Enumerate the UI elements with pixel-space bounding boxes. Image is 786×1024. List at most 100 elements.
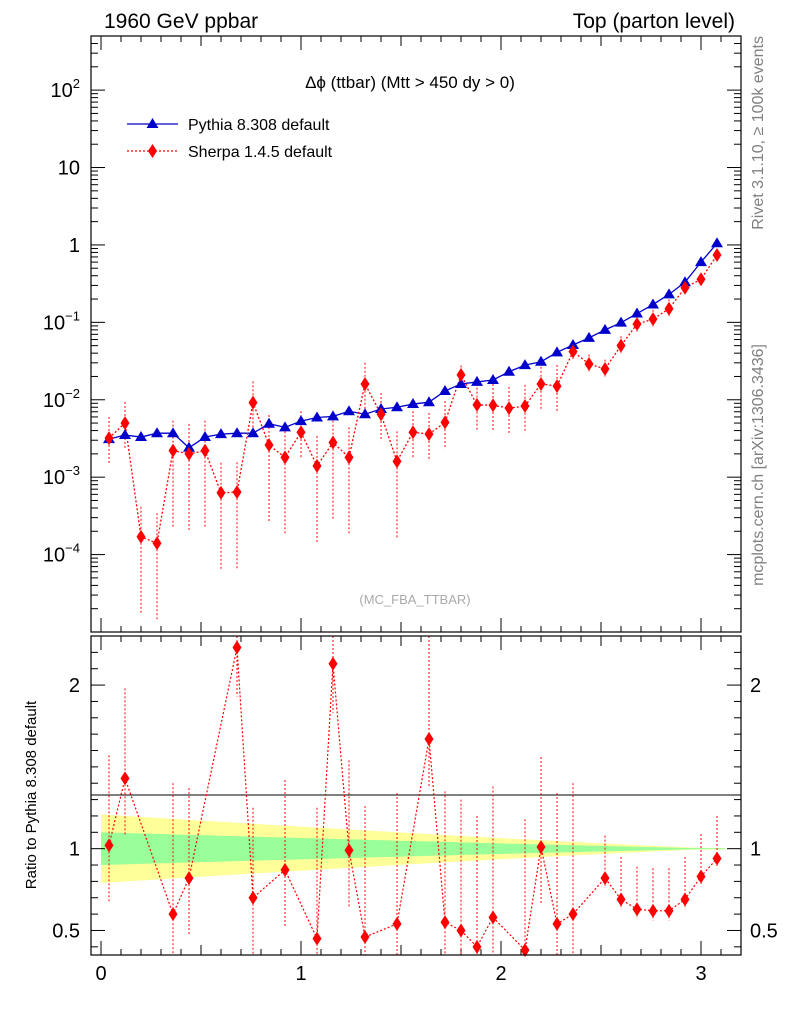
pythia-line: [108, 242, 718, 449]
sherpa-point: [328, 435, 338, 450]
side-label-rivet: Rivet 3.1.10, ≥ 100k events: [750, 36, 767, 230]
ratio-point: [680, 892, 690, 907]
sherpa-point: [424, 427, 434, 442]
main-y-tick-label: 10−4: [43, 541, 80, 567]
pythia-point: [551, 346, 563, 357]
pythia-point: [711, 237, 723, 248]
ratio-point: [488, 910, 498, 925]
sherpa-point: [344, 450, 354, 465]
ratio-point: [120, 771, 130, 786]
x-tick-label: 1: [295, 963, 306, 985]
ratio-point: [184, 871, 194, 886]
pythia-point: [135, 431, 147, 442]
pythia-point: [535, 355, 547, 366]
sherpa-point: [600, 361, 610, 376]
sherpa-point: [136, 529, 146, 544]
ratio-point: [456, 923, 466, 938]
ratio-point: [360, 930, 370, 945]
sherpa-point: [648, 312, 658, 327]
header-right: Top (parton level): [573, 10, 735, 33]
pythia-point: [119, 429, 131, 440]
legend-marker-pythia: [146, 118, 159, 128]
main-y-tick-label: 1: [69, 235, 80, 257]
pythia-point: [327, 410, 339, 421]
main-y-tick-label: 10−1: [43, 308, 80, 334]
sherpa-point: [184, 446, 194, 461]
ratio-point: [392, 916, 402, 931]
sherpa-line: [108, 254, 718, 545]
ratio-y-tick-label-right: 1: [750, 839, 761, 861]
sherpa-point: [408, 425, 418, 440]
pythia-point: [359, 408, 371, 419]
sherpa-point: [264, 438, 274, 453]
sherpa-point: [392, 454, 402, 469]
x-tick-label: 0: [95, 963, 106, 985]
ratio-point: [472, 939, 482, 954]
pythia-point: [471, 375, 483, 386]
pythia-point: [151, 427, 163, 438]
pythia-point: [519, 359, 531, 370]
ratio-point: [280, 862, 290, 877]
pythia-point: [503, 365, 515, 376]
ratio-panel: 0.5 0.5 1 1 2 2 Ratio to Pythia 8.308 default: [23, 635, 778, 958]
pythia-point: [247, 427, 259, 438]
sherpa-point: [616, 338, 626, 353]
pythia-point: [615, 316, 627, 327]
ratio-point: [232, 640, 242, 655]
pythia-point: [663, 288, 675, 299]
ratio-point: [424, 732, 434, 747]
pythia-point: [295, 415, 307, 426]
sherpa-point: [200, 443, 210, 458]
ratio-point: [328, 656, 338, 671]
ratio-point: [648, 903, 658, 918]
legend-label-sherpa: Sherpa 1.4.5 default: [188, 144, 333, 161]
sherpa-point: [152, 536, 162, 551]
sherpa-point: [440, 415, 450, 430]
sherpa-point: [504, 401, 514, 416]
plot-title: Δϕ (ttbar) (Mtt > 450 dy > 0): [305, 73, 515, 92]
ratio-point: [616, 892, 626, 907]
pythia-point: [407, 398, 419, 409]
main-y-tick-label: 10−3: [43, 463, 80, 489]
header-left: 1960 GeV ppbar: [104, 10, 258, 33]
uncertainty-band-inner: [101, 832, 725, 866]
sherpa-point: [472, 397, 482, 412]
legend-marker-sherpa: [148, 144, 157, 158]
side-label-mcplots: mcplots.cern.ch [arXiv:1306.3436]: [750, 344, 767, 586]
ratio-point: [632, 902, 642, 917]
ratio-point: [520, 943, 530, 958]
sherpa-point: [456, 367, 466, 382]
sherpa-point: [248, 395, 258, 410]
pythia-point: [215, 428, 227, 439]
sherpa-point: [360, 376, 370, 391]
sherpa-point: [664, 301, 674, 316]
pythia-point: [583, 331, 595, 342]
ratio-point: [568, 907, 578, 922]
x-tick-label: 3: [695, 963, 706, 985]
ratio-point: [712, 851, 722, 866]
pythia-point: [343, 405, 355, 416]
main-y-tick-label: 10: [58, 158, 80, 180]
pythia-point: [695, 256, 707, 267]
pythia-point: [183, 441, 195, 452]
pythia-point: [631, 307, 643, 318]
pythia-point: [167, 427, 179, 438]
pythia-point: [423, 396, 435, 407]
pythia-point: [391, 401, 403, 412]
ratio-y-axis-label: Ratio to Pythia 8.308 default: [23, 700, 40, 889]
pythia-point: [487, 373, 499, 384]
sherpa-point: [280, 450, 290, 465]
x-tick-label: 2: [495, 963, 506, 985]
ratio-line: [108, 647, 718, 952]
pythia-point: [455, 377, 467, 388]
sherpa-point: [696, 272, 706, 287]
pythia-point: [647, 298, 659, 309]
pythia-point: [599, 323, 611, 334]
pythia-point: [567, 338, 579, 349]
ratio-point: [536, 840, 546, 855]
legend-label-pythia: Pythia 8.308 default: [188, 117, 330, 134]
sherpa-point: [584, 356, 594, 371]
ratio-y-tick-label: 1: [69, 839, 80, 861]
main-panel: Δϕ (ttbar) (Mtt > 450 dy > 0) (MC_FBA_TT…: [43, 35, 742, 633]
sherpa-point: [712, 248, 722, 263]
